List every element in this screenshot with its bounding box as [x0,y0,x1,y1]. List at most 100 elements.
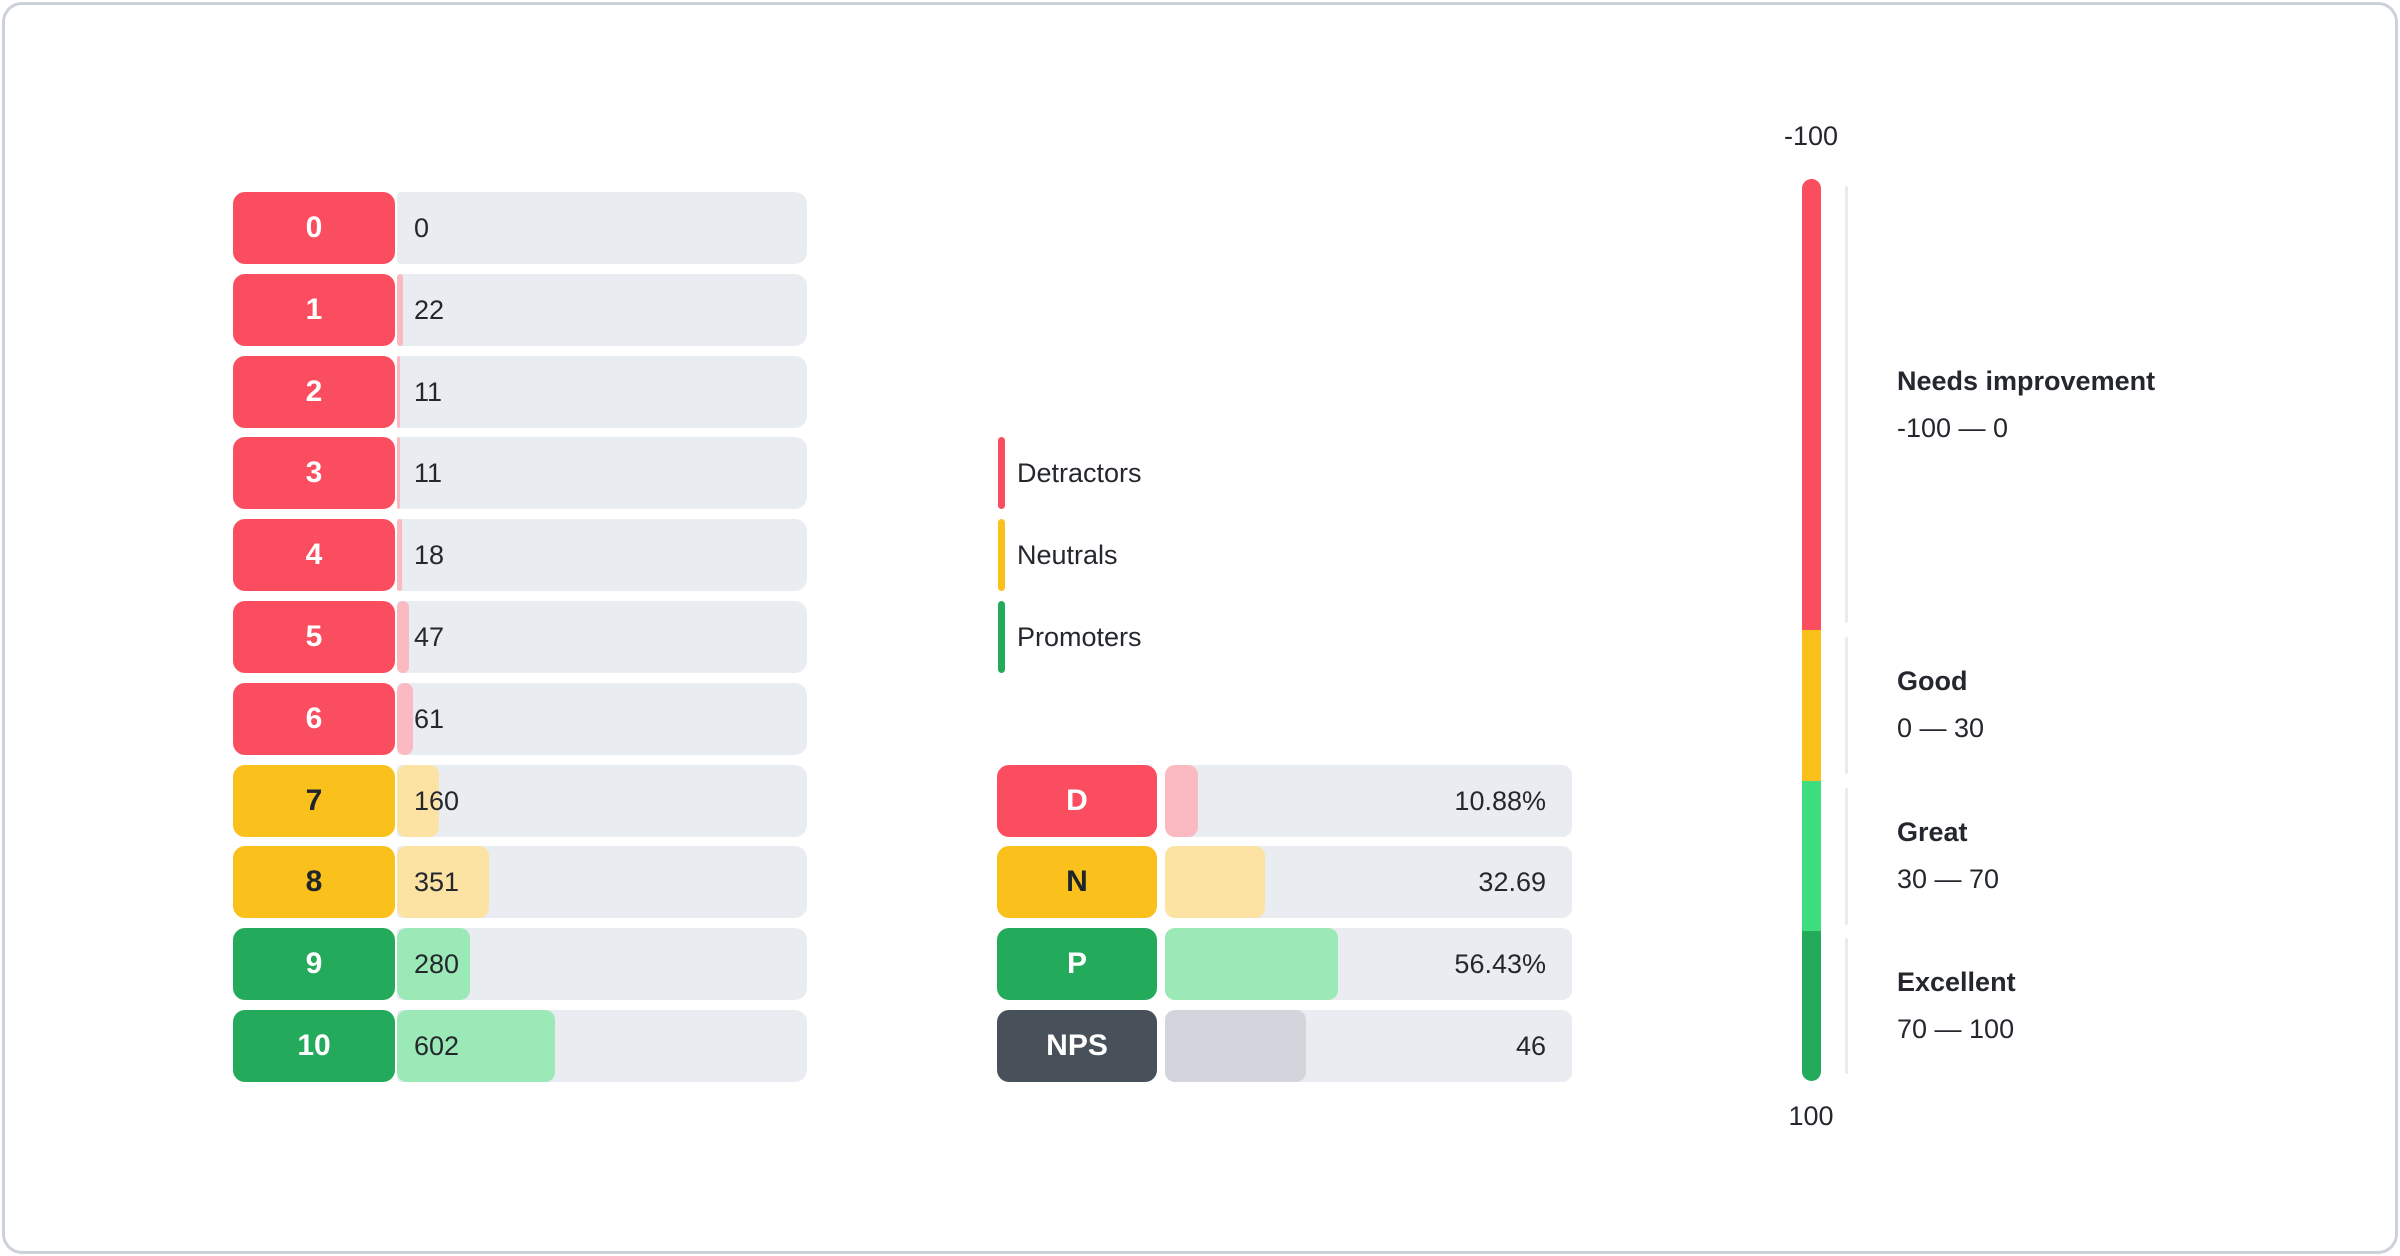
score-row-track [397,519,807,591]
score-badge: 9 [233,928,395,1000]
score-row-bar [397,601,410,673]
score-row-bar [397,437,400,509]
gauge-zone-label: Excellent 70 — 100 [1897,966,2317,1045]
score-row: 3 11 [233,437,807,509]
score-row-bar [397,765,439,837]
gauge-zone-name: Needs improvement [1897,366,2156,396]
score-count: 280 [414,949,460,979]
gauge-axis-segment [1845,637,1848,774]
score-count: 602 [414,1031,460,1061]
score-count: 351 [414,867,460,897]
legend-label: Promoters [1017,622,1142,652]
gauge-axis-segment [1845,788,1848,925]
legend-label: Neutrals [1017,540,1118,570]
score-row: 8 351 [233,846,807,918]
score-row: 4 18 [233,519,807,591]
summary-row-bar [1165,765,1199,837]
score-count: 22 [414,295,445,325]
summary-row: P 56.43% [997,928,1572,1000]
score-row-track [397,765,807,837]
gauge-zone-segment [1802,931,1821,1081]
score-badge: 7 [233,765,395,837]
score-row: 7 160 [233,765,807,837]
score-row-track [397,356,807,428]
legend-item: Neutrals [998,519,1418,591]
score-count: 11 [414,458,443,488]
score-row: 2 11 [233,356,807,428]
score-badge: 4 [233,519,395,591]
summary-value: 32.69 [1478,867,1546,897]
score-count: 18 [414,540,445,570]
gauge-zone-label: Needs improvement -100 — 0 [1897,365,2317,444]
gauge-zone-label: Good 0 — 30 [1897,665,2317,744]
summary-row-track [1165,765,1572,837]
score-row: 9 280 [233,928,807,1000]
score-row-bar [397,846,490,918]
score-row-bar [397,274,403,346]
score-badge: 10 [233,1010,395,1082]
score-count: 0 [414,213,430,243]
score-row: 0 0 [233,192,807,264]
summary-value: 10.88% [1454,786,1546,816]
score-row-track [397,601,807,673]
gauge-zone-name: Good [1897,666,1968,696]
gauge-max-label: 100 [1788,1101,1834,1131]
summary-row-bar [1165,1010,1306,1082]
score-row-track [397,683,807,755]
score-count: 160 [414,786,460,816]
score-count: 61 [414,704,445,734]
gauge-zone-range: 30 — 70 [1897,864,2000,894]
legend-color-pill [998,437,1005,509]
gauge-min-label: -100 [1783,121,1839,151]
score-row-bar [397,928,471,1000]
score-count: 11 [414,377,443,407]
score-row: 5 47 [233,601,807,673]
summary-badge: NPS [997,1010,1157,1082]
summary-value: 46 [1515,1031,1546,1061]
score-badge: 6 [233,683,395,755]
gauge-zone-range: 0 — 30 [1897,713,1985,743]
legend-item: Promoters [998,601,1418,673]
gauge-axis-segment [1845,186,1848,623]
summary-badge: N [997,846,1157,918]
summary-value: 56.43% [1454,949,1546,979]
score-row-bar [397,519,402,591]
legend-color-pill [998,601,1005,673]
score-row-track [397,274,807,346]
summary-badge: P [997,928,1157,1000]
score-badge: 8 [233,846,395,918]
score-badge: 0 [233,192,395,264]
summary-row: N 32.69 [997,846,1572,918]
legend-label: Detractors [1017,458,1142,488]
gauge-zone-name: Excellent [1897,967,2016,997]
score-row: 10 602 [233,1010,807,1082]
gauge-zone-segment [1802,630,1821,781]
score-row-bar [397,1010,555,1082]
gauge-zone-range: 70 — 100 [1897,1014,2015,1044]
summary-row-bar [1165,928,1338,1000]
gauge-zone-label: Great 30 — 70 [1897,816,2317,895]
gauge-zone-range: -100 — 0 [1897,413,2009,443]
score-count: 47 [414,622,445,652]
gauge-zone-segment [1802,780,1821,932]
summary-row: D 10.88% [997,765,1572,837]
score-row-bar [397,356,400,428]
score-badge: 1 [233,274,395,346]
score-badge: 5 [233,601,395,673]
nps-gauge-bar [1802,179,1821,1081]
score-row-bar [397,683,413,755]
score-row-track [397,437,807,509]
legend-color-pill [998,519,1005,591]
score-row: 6 61 [233,683,807,755]
gauge-axis-segment [1845,938,1848,1074]
score-badge: 2 [233,356,395,428]
summary-row-bar [1165,846,1266,918]
summary-badge: D [997,765,1157,837]
summary-row: NPS 46 [997,1010,1572,1082]
score-row: 1 22 [233,274,807,346]
score-row-track [397,192,807,264]
legend-item: Detractors [998,437,1418,509]
score-badge: 3 [233,437,395,509]
gauge-zone-segment [1802,179,1821,630]
